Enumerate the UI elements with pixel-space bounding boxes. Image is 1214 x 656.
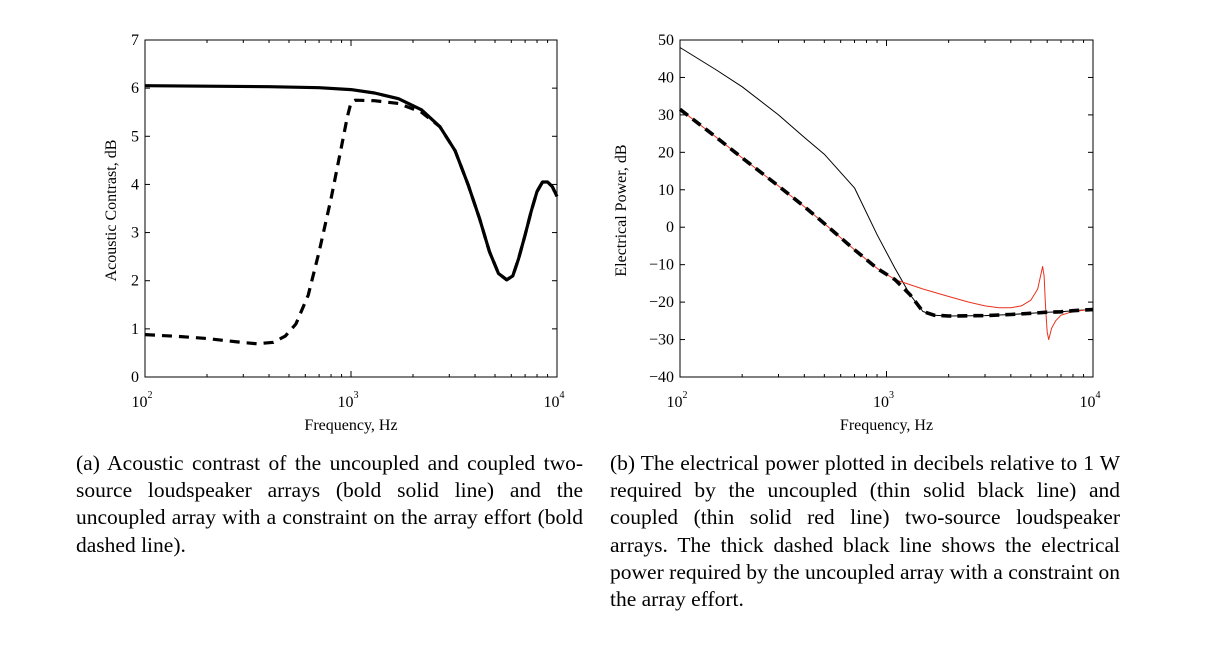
y-tick-label: 0 [666, 219, 674, 236]
figure-canvas: 0 1 2 3 4 5 6 7 102 103 104 Frequency, Hz Acoustic C… [103, 32, 1101, 434]
y-tick-label: −40 [649, 369, 674, 386]
x-tick-label: 103 [338, 390, 359, 411]
y-tick-label: 6 [131, 80, 139, 97]
y-tick-label: 7 [131, 32, 139, 49]
y-tick-label: −10 [649, 257, 674, 274]
x-axis-label: Frequency, Hz [840, 417, 933, 434]
y-tick-label: 3 [131, 225, 139, 242]
x-axis-label: Frequency, Hz [304, 417, 397, 434]
series-line-bold-solid [144, 84, 559, 282]
y-tick-label: 50 [658, 32, 674, 49]
y-tick-label: 40 [658, 69, 674, 86]
axes-frame [679, 39, 1094, 378]
y-tick-label: 10 [658, 182, 674, 199]
y-tick-label: 5 [131, 128, 139, 145]
y-tick-label: −20 [649, 294, 674, 311]
y-tick-label: 1 [131, 321, 139, 338]
caption-a: (a) Acoustic contrast of the uncoupled a… [76, 451, 583, 557]
y-axis-label: Acoustic Contrast, dB [103, 140, 120, 282]
y-tick-label: 30 [658, 107, 674, 124]
series-line-thick-dashed-black [678, 107, 1094, 318]
y-axis-label: Electrical Power, dB [613, 144, 630, 276]
x-tick-label: 104 [544, 390, 565, 411]
y-tick-label: 4 [131, 176, 139, 193]
x-tick-label: 102 [132, 390, 153, 411]
y-tick-label: −30 [649, 332, 674, 349]
y-tick-label: 20 [658, 144, 674, 161]
caption-b: (b) The electrical power plotted in deci… [610, 451, 1120, 612]
y-tick-label: 0 [131, 369, 139, 386]
y-tick-label: 2 [131, 273, 139, 290]
x-tick-label: 103 [873, 390, 894, 411]
series-line-bold-dashed [144, 98, 559, 346]
x-tick-label: 102 [667, 390, 688, 411]
x-tick-label: 104 [1080, 390, 1101, 411]
plot-acoustic-contrast: 0 1 2 3 4 5 6 7 102 103 104 Frequency, Hz Acoustic C… [103, 32, 565, 434]
series-line-thin-solid-red [679, 108, 1094, 341]
plot-electrical-power: −40 −30 −20 −10 0 10 20 30 40 50 102 103 104 Frequenc… [613, 32, 1101, 434]
